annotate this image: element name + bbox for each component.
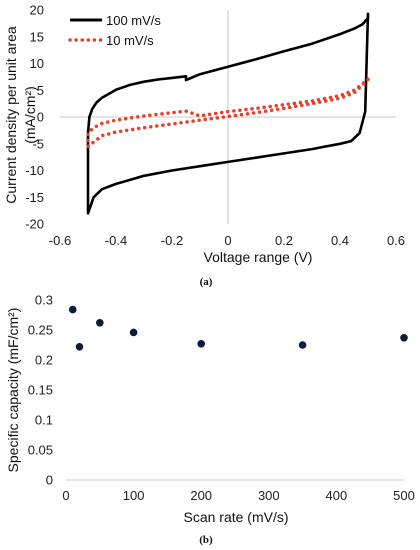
cv-series bbox=[86, 12, 370, 215]
capacity-y-tick-label: 0.2 bbox=[35, 353, 53, 368]
capacity-points bbox=[68, 305, 408, 351]
cv-chart: -20 -15 -10 -5 0 5 10 15 20 -0.6 -0.4 -0.2 0 0.2 0.4 0… bbox=[3, 3, 405, 289]
capacity-data-point bbox=[96, 319, 104, 327]
capacity-data-point bbox=[400, 334, 408, 342]
cv-curve-10mv bbox=[86, 77, 370, 149]
cv-x-tick-label: 0.6 bbox=[387, 233, 405, 248]
cv-y-tick-label: -5 bbox=[32, 136, 44, 151]
caption-a: (a) bbox=[200, 276, 213, 288]
cv-x-tick-label: 0 bbox=[224, 233, 231, 248]
capacity-y-tick-label: 0.15 bbox=[28, 383, 53, 398]
capacity-x-tick-label: 200 bbox=[190, 488, 212, 503]
capacity-x-tick-label: 0 bbox=[62, 488, 69, 503]
cv-y-tick-label: -20 bbox=[25, 217, 44, 232]
cv-legend: 100 mV/s 10 mV/s bbox=[68, 13, 161, 48]
capacity-y-tick-label: 0.25 bbox=[28, 323, 53, 338]
capacity-data-point bbox=[75, 343, 84, 351]
cv-x-axis-label: Voltage range (V) bbox=[204, 249, 313, 265]
capacity-y-ticks: 0 0.05 0.1 0.15 0.2 0.25 0.3 bbox=[28, 293, 53, 488]
capacity-x-tick-label: 100 bbox=[123, 488, 145, 503]
cv-x-tick-label: 0.4 bbox=[331, 233, 349, 248]
cv-y-axis-label-line1: Current density per unit area bbox=[3, 26, 19, 204]
cv-y-axis-label-line2: (mA/cm²) bbox=[22, 86, 38, 144]
capacity-x-tick-label: 500 bbox=[393, 488, 415, 503]
cv-x-tick-label: -0.6 bbox=[49, 233, 71, 248]
capacity-y-tick-label: 0.05 bbox=[28, 443, 53, 458]
capacity-y-tick-label: 0 bbox=[46, 473, 53, 488]
cv-y-tick-label: -15 bbox=[25, 190, 44, 205]
legend-label-10: 10 mV/s bbox=[106, 33, 154, 48]
cv-curve-100mv bbox=[86, 12, 370, 215]
cv-x-ticks: -0.6 -0.4 -0.2 0 0.2 0.4 0.6 bbox=[49, 233, 405, 248]
capacity-data-point bbox=[298, 341, 307, 349]
cv-y-tick-label: 0 bbox=[37, 110, 44, 125]
capacity-x-tick-label: 300 bbox=[258, 488, 280, 503]
cv-y-tick-label: 15 bbox=[30, 29, 44, 44]
capacity-data-point bbox=[68, 305, 77, 314]
capacity-data-point bbox=[129, 328, 138, 337]
capacity-data-point bbox=[197, 340, 205, 348]
legend-label-100: 100 mV/s bbox=[106, 13, 161, 28]
capacity-y-tick-label: 0.1 bbox=[35, 413, 53, 428]
cv-y-tick-label: 20 bbox=[30, 3, 44, 18]
capacity-x-axis-label: Scan rate (mV/s) bbox=[183, 509, 288, 525]
cv-x-tick-label: 0.2 bbox=[275, 233, 293, 248]
capacity-chart: 00.050.10.150.20.250.3 0 100 200 300 400 500 … bbox=[5, 293, 415, 547]
caption-b: (b) bbox=[199, 534, 213, 546]
cv-x-tick-label: -0.4 bbox=[105, 233, 127, 248]
capacity-y-tick-label: 0.3 bbox=[35, 293, 53, 308]
cv-y-ticks: -20 -15 -10 -5 0 5 10 15 20 bbox=[25, 3, 44, 232]
cv-x-tick-label: -0.2 bbox=[161, 233, 183, 248]
cv-y-tick-label: -10 bbox=[25, 163, 44, 178]
capacity-x-ticks: 0 100 200 300 400 500 bbox=[62, 488, 414, 503]
capacity-x-tick-label: 400 bbox=[326, 488, 348, 503]
cv-y-tick-label: 5 bbox=[37, 83, 44, 98]
cv-y-tick-label: 10 bbox=[30, 56, 44, 71]
capacity-y-axis-label: Specific capacity (mF/cm²) bbox=[5, 308, 21, 473]
